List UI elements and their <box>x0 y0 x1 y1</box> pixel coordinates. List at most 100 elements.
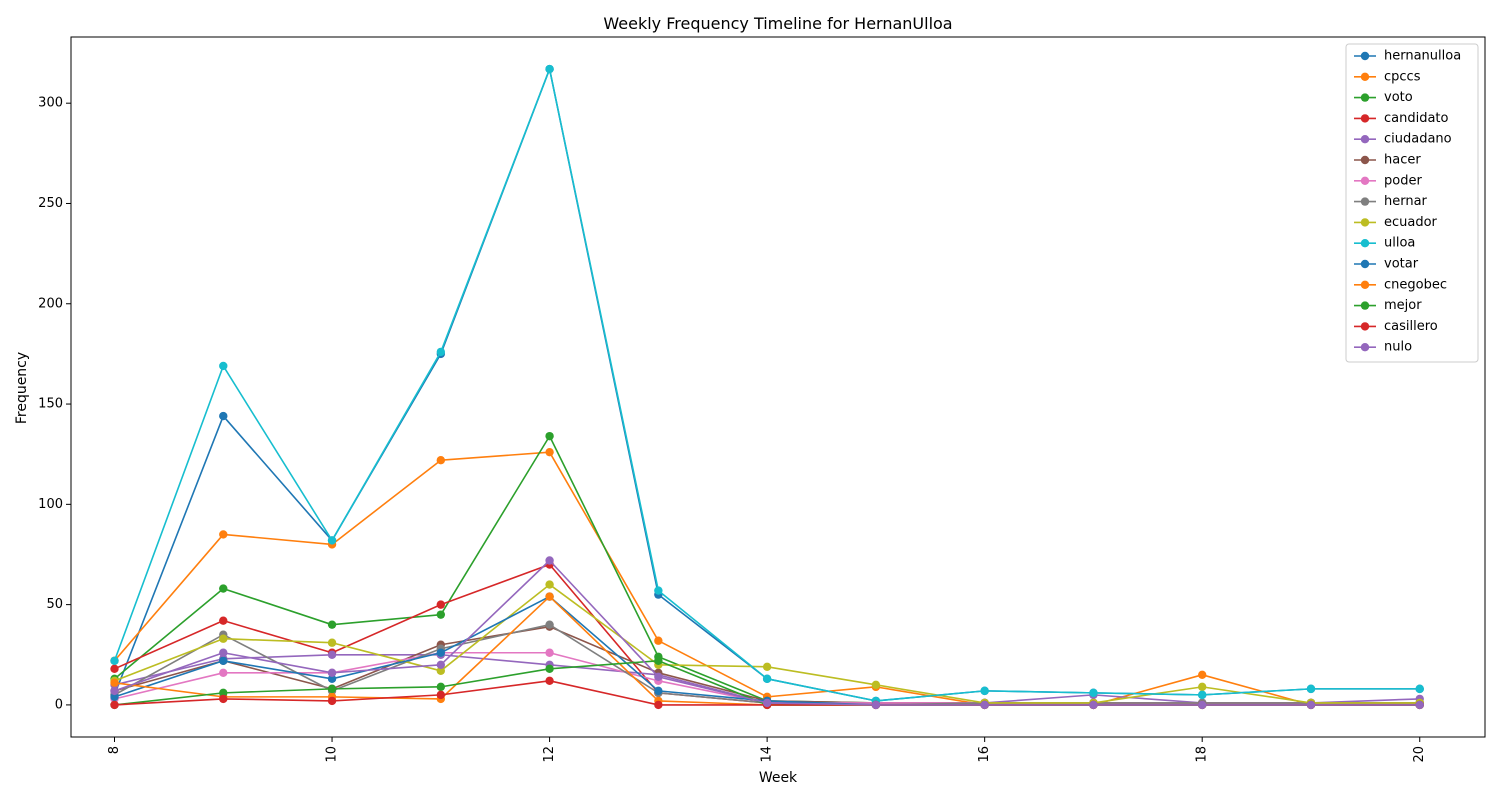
data-point <box>219 411 228 421</box>
legend-label: casillero <box>1384 319 1438 334</box>
data-point <box>327 668 337 678</box>
y-tick-label: 100 <box>38 497 63 512</box>
data-point <box>545 580 554 589</box>
series-layer <box>110 64 1424 710</box>
data-point <box>327 684 337 694</box>
legend-label: votar <box>1384 257 1419 272</box>
data-point <box>436 666 446 676</box>
data-point <box>1198 690 1207 700</box>
legend-label: mejor <box>1384 298 1422 313</box>
data-point <box>1415 684 1424 694</box>
data-point <box>327 674 337 684</box>
data-point <box>327 650 337 659</box>
data-point <box>545 556 554 565</box>
data-point <box>219 694 228 704</box>
legend-marker <box>1360 322 1370 331</box>
legend-item: poder <box>1354 173 1422 188</box>
y-tick-label: 250 <box>38 196 63 211</box>
data-point <box>545 592 554 601</box>
legend-marker <box>1360 155 1370 165</box>
legend-item: candidato <box>1354 111 1449 126</box>
x-tick-label: 18 <box>1195 746 1210 763</box>
legend-label: ulloa <box>1384 236 1415 251</box>
data-point <box>219 648 228 657</box>
legend-item: hernanulloa <box>1354 49 1461 64</box>
data-point <box>219 668 228 678</box>
legend-marker <box>1360 93 1370 102</box>
data-point <box>871 700 881 710</box>
data-point <box>436 660 446 669</box>
data-point <box>1198 682 1207 692</box>
x-axis-title: Week <box>759 770 798 786</box>
legend-marker <box>1360 239 1370 248</box>
plot-frame <box>70 36 1486 738</box>
data-point <box>110 700 119 710</box>
legend-marker <box>1360 280 1370 289</box>
data-point <box>545 64 554 74</box>
legend-frame <box>1345 43 1479 363</box>
data-point <box>436 610 446 619</box>
y-tick-label: 150 <box>38 397 63 412</box>
data-point <box>654 656 663 665</box>
x-tick-label: 14 <box>760 746 775 763</box>
data-point <box>219 616 228 625</box>
legend-item: cnegobec <box>1354 277 1447 292</box>
data-point <box>545 648 554 657</box>
data-point <box>110 686 119 696</box>
data-point <box>654 636 663 645</box>
data-point <box>1306 700 1316 710</box>
legend-marker <box>1360 259 1370 269</box>
data-point <box>219 656 228 665</box>
data-point <box>545 676 554 686</box>
data-point <box>219 688 228 698</box>
data-point <box>980 686 989 696</box>
data-point <box>654 700 663 710</box>
legend-item: ecuador <box>1354 215 1438 230</box>
data-point <box>327 620 337 629</box>
legend-marker <box>1360 343 1370 352</box>
chart-title: Weekly Frequency Timeline for HernanUllo… <box>603 14 952 33</box>
legend-item: hernar <box>1354 194 1428 209</box>
data-point <box>219 530 228 539</box>
data-point <box>545 664 554 674</box>
legend-item: nulo <box>1354 340 1412 355</box>
legend-label: cnegobec <box>1384 277 1447 292</box>
data-point <box>219 634 228 643</box>
x-axis: 8 10 12 14 16 18 20 <box>107 737 1427 763</box>
data-point <box>110 656 119 665</box>
data-point <box>980 700 989 710</box>
data-point <box>436 456 446 465</box>
data-point <box>436 690 446 700</box>
data-point <box>436 600 446 609</box>
x-tick-label: 12 <box>542 746 557 763</box>
legend-label: poder <box>1384 173 1422 188</box>
legend-item: voto <box>1354 90 1413 105</box>
data-point <box>327 638 337 647</box>
x-tick-label: 16 <box>977 746 992 763</box>
y-axis-title: Frequency <box>14 352 30 424</box>
legend-marker <box>1360 114 1370 123</box>
legend-label: voto <box>1384 90 1413 105</box>
legend-label: nulo <box>1384 340 1412 355</box>
legend-label: ecuador <box>1384 215 1438 230</box>
legend-item: votar <box>1354 257 1419 272</box>
y-tick-label: 200 <box>38 296 63 311</box>
legend-label: candidato <box>1384 111 1449 126</box>
data-point <box>871 680 881 690</box>
x-tick-label: 10 <box>325 746 340 763</box>
data-point <box>436 648 446 657</box>
legend: hernanulloa cpccs voto candidato ciudadano ha… <box>1345 43 1479 363</box>
data-point <box>219 584 228 593</box>
data-point <box>654 672 663 682</box>
data-point <box>1198 700 1207 710</box>
data-point <box>762 674 772 684</box>
legend-marker <box>1360 51 1370 61</box>
data-point <box>436 682 446 692</box>
data-point <box>1198 670 1207 680</box>
legend-item: casillero <box>1354 319 1438 334</box>
data-point <box>762 698 772 708</box>
legend-label: hernar <box>1384 194 1428 209</box>
data-point <box>762 662 772 671</box>
legend-item: hacer <box>1354 153 1421 168</box>
